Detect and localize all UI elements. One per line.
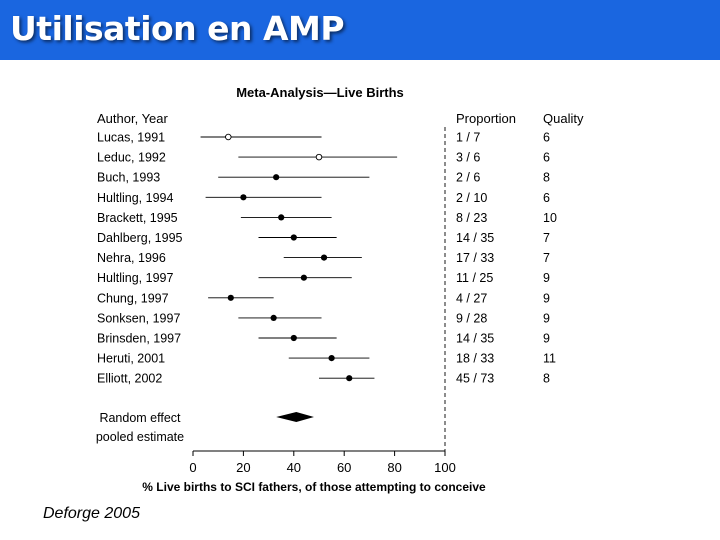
proportion-value: 17 / 33 (456, 251, 494, 265)
estimate-point (300, 274, 307, 281)
study-label: Nehra, 1996 (97, 251, 166, 265)
slide-title: Utilisation en AMP (10, 9, 345, 48)
proportion-value: 1 / 7 (456, 131, 480, 145)
proportion-value: 18 / 33 (456, 352, 494, 366)
proportion-value: 14 / 35 (456, 231, 494, 245)
source-credit: Deforge 2005 (43, 505, 140, 522)
study-rows: Lucas, 1991 1 / 7 6 Leduc, 1992 3 / 6 6 Buch, … (97, 131, 557, 386)
study-label: Lucas, 1991 (97, 131, 165, 145)
x-axis: 0 20 40 60 80 100 (189, 127, 456, 475)
study-row: Dahlberg, 1995 14 / 35 7 (97, 231, 550, 245)
x-tick-label: 80 (387, 460, 401, 475)
estimate-point (290, 334, 297, 342)
header-quality: Quality (543, 111, 584, 126)
study-label: Brackett, 1995 (97, 211, 178, 225)
pooled-diamond (276, 412, 314, 422)
quality-value: 9 (543, 271, 550, 285)
quality-value: 6 (543, 151, 550, 165)
study-label: Dahlberg, 1995 (97, 231, 183, 245)
x-axis-label: % Live births to SCI fathers, of those a… (142, 480, 486, 494)
study-row: Buch, 1993 2 / 6 8 (97, 171, 550, 185)
study-label: Leduc, 1992 (97, 151, 166, 165)
proportion-value: 9 / 28 (456, 311, 487, 325)
study-row: Lucas, 1991 1 / 7 6 (97, 131, 550, 145)
estimate-point (328, 355, 335, 362)
proportion-value: 2 / 10 (456, 191, 487, 205)
quality-value: 7 (543, 231, 550, 245)
estimate-point (240, 194, 247, 201)
chart-title: Meta-Analysis—Live Births (236, 85, 404, 100)
quality-value: 9 (543, 332, 550, 346)
estimate-point (273, 174, 280, 181)
header-proportion: Proportion (456, 111, 516, 126)
x-tick-label: 100 (434, 460, 456, 475)
quality-value: 9 (543, 291, 550, 305)
study-label: Chung, 1997 (97, 291, 169, 305)
proportion-value: 45 / 73 (456, 372, 494, 386)
quality-value: 7 (543, 251, 550, 265)
title-bar: Utilisation en AMP (0, 0, 720, 60)
estimate-point (346, 375, 353, 382)
study-row: Leduc, 1992 3 / 6 6 (97, 151, 550, 165)
quality-value: 9 (543, 311, 550, 325)
estimate-point (227, 294, 234, 301)
study-row: Hultling, 1997 11 / 25 9 (97, 271, 550, 285)
study-row: Sonksen, 1997 9 / 28 9 (97, 311, 550, 325)
study-row: Hultling, 1994 2 / 10 6 (97, 191, 550, 205)
study-row: Brinsden, 1997 14 / 35 9 (97, 332, 550, 346)
estimate-point-open (315, 153, 323, 161)
study-row: Brackett, 1995 8 / 23 10 (97, 211, 557, 225)
proportion-value: 8 / 23 (456, 211, 487, 225)
proportion-value: 4 / 27 (456, 291, 487, 305)
study-label: Elliott, 2002 (97, 372, 162, 386)
pooled-label-line1: Random effect (99, 411, 181, 425)
quality-value: 6 (543, 191, 550, 205)
x-tick-label: 60 (337, 460, 351, 475)
estimate-point (290, 234, 297, 241)
x-tick-label: 0 (189, 460, 196, 475)
quality-value: 8 (543, 372, 550, 386)
x-tick-label: 20 (236, 460, 250, 475)
study-label: Heruti, 2001 (97, 352, 165, 366)
pooled-estimate: Random effect pooled estimate (96, 411, 314, 444)
proportion-value: 2 / 6 (456, 171, 480, 185)
study-label: Hultling, 1997 (97, 271, 173, 285)
study-label: Buch, 1993 (97, 171, 160, 185)
study-label: Hultling, 1994 (97, 191, 173, 205)
quality-value: 11 (543, 352, 556, 366)
study-label: Brinsden, 1997 (97, 332, 181, 346)
header-study: Author, Year (97, 111, 169, 126)
quality-value: 10 (543, 211, 557, 225)
pooled-label-line2: pooled estimate (96, 430, 184, 444)
study-label: Sonksen, 1997 (97, 311, 180, 325)
proportion-value: 14 / 35 (456, 332, 494, 346)
estimate-point-open (225, 133, 232, 141)
quality-value: 8 (543, 171, 550, 185)
study-row: Elliott, 2002 45 / 73 8 (97, 372, 550, 386)
estimate-point (320, 254, 328, 261)
estimate-point (270, 314, 277, 321)
study-row: Chung, 1997 4 / 27 9 (97, 291, 550, 305)
proportion-value: 3 / 6 (456, 151, 480, 165)
study-row: Nehra, 1996 17 / 33 7 (97, 251, 550, 265)
study-row: Heruti, 2001 18 / 33 11 (97, 352, 556, 366)
estimate-point (278, 214, 285, 221)
quality-value: 6 (543, 131, 550, 145)
proportion-value: 11 / 25 (456, 271, 493, 285)
x-tick-label: 40 (287, 460, 301, 475)
